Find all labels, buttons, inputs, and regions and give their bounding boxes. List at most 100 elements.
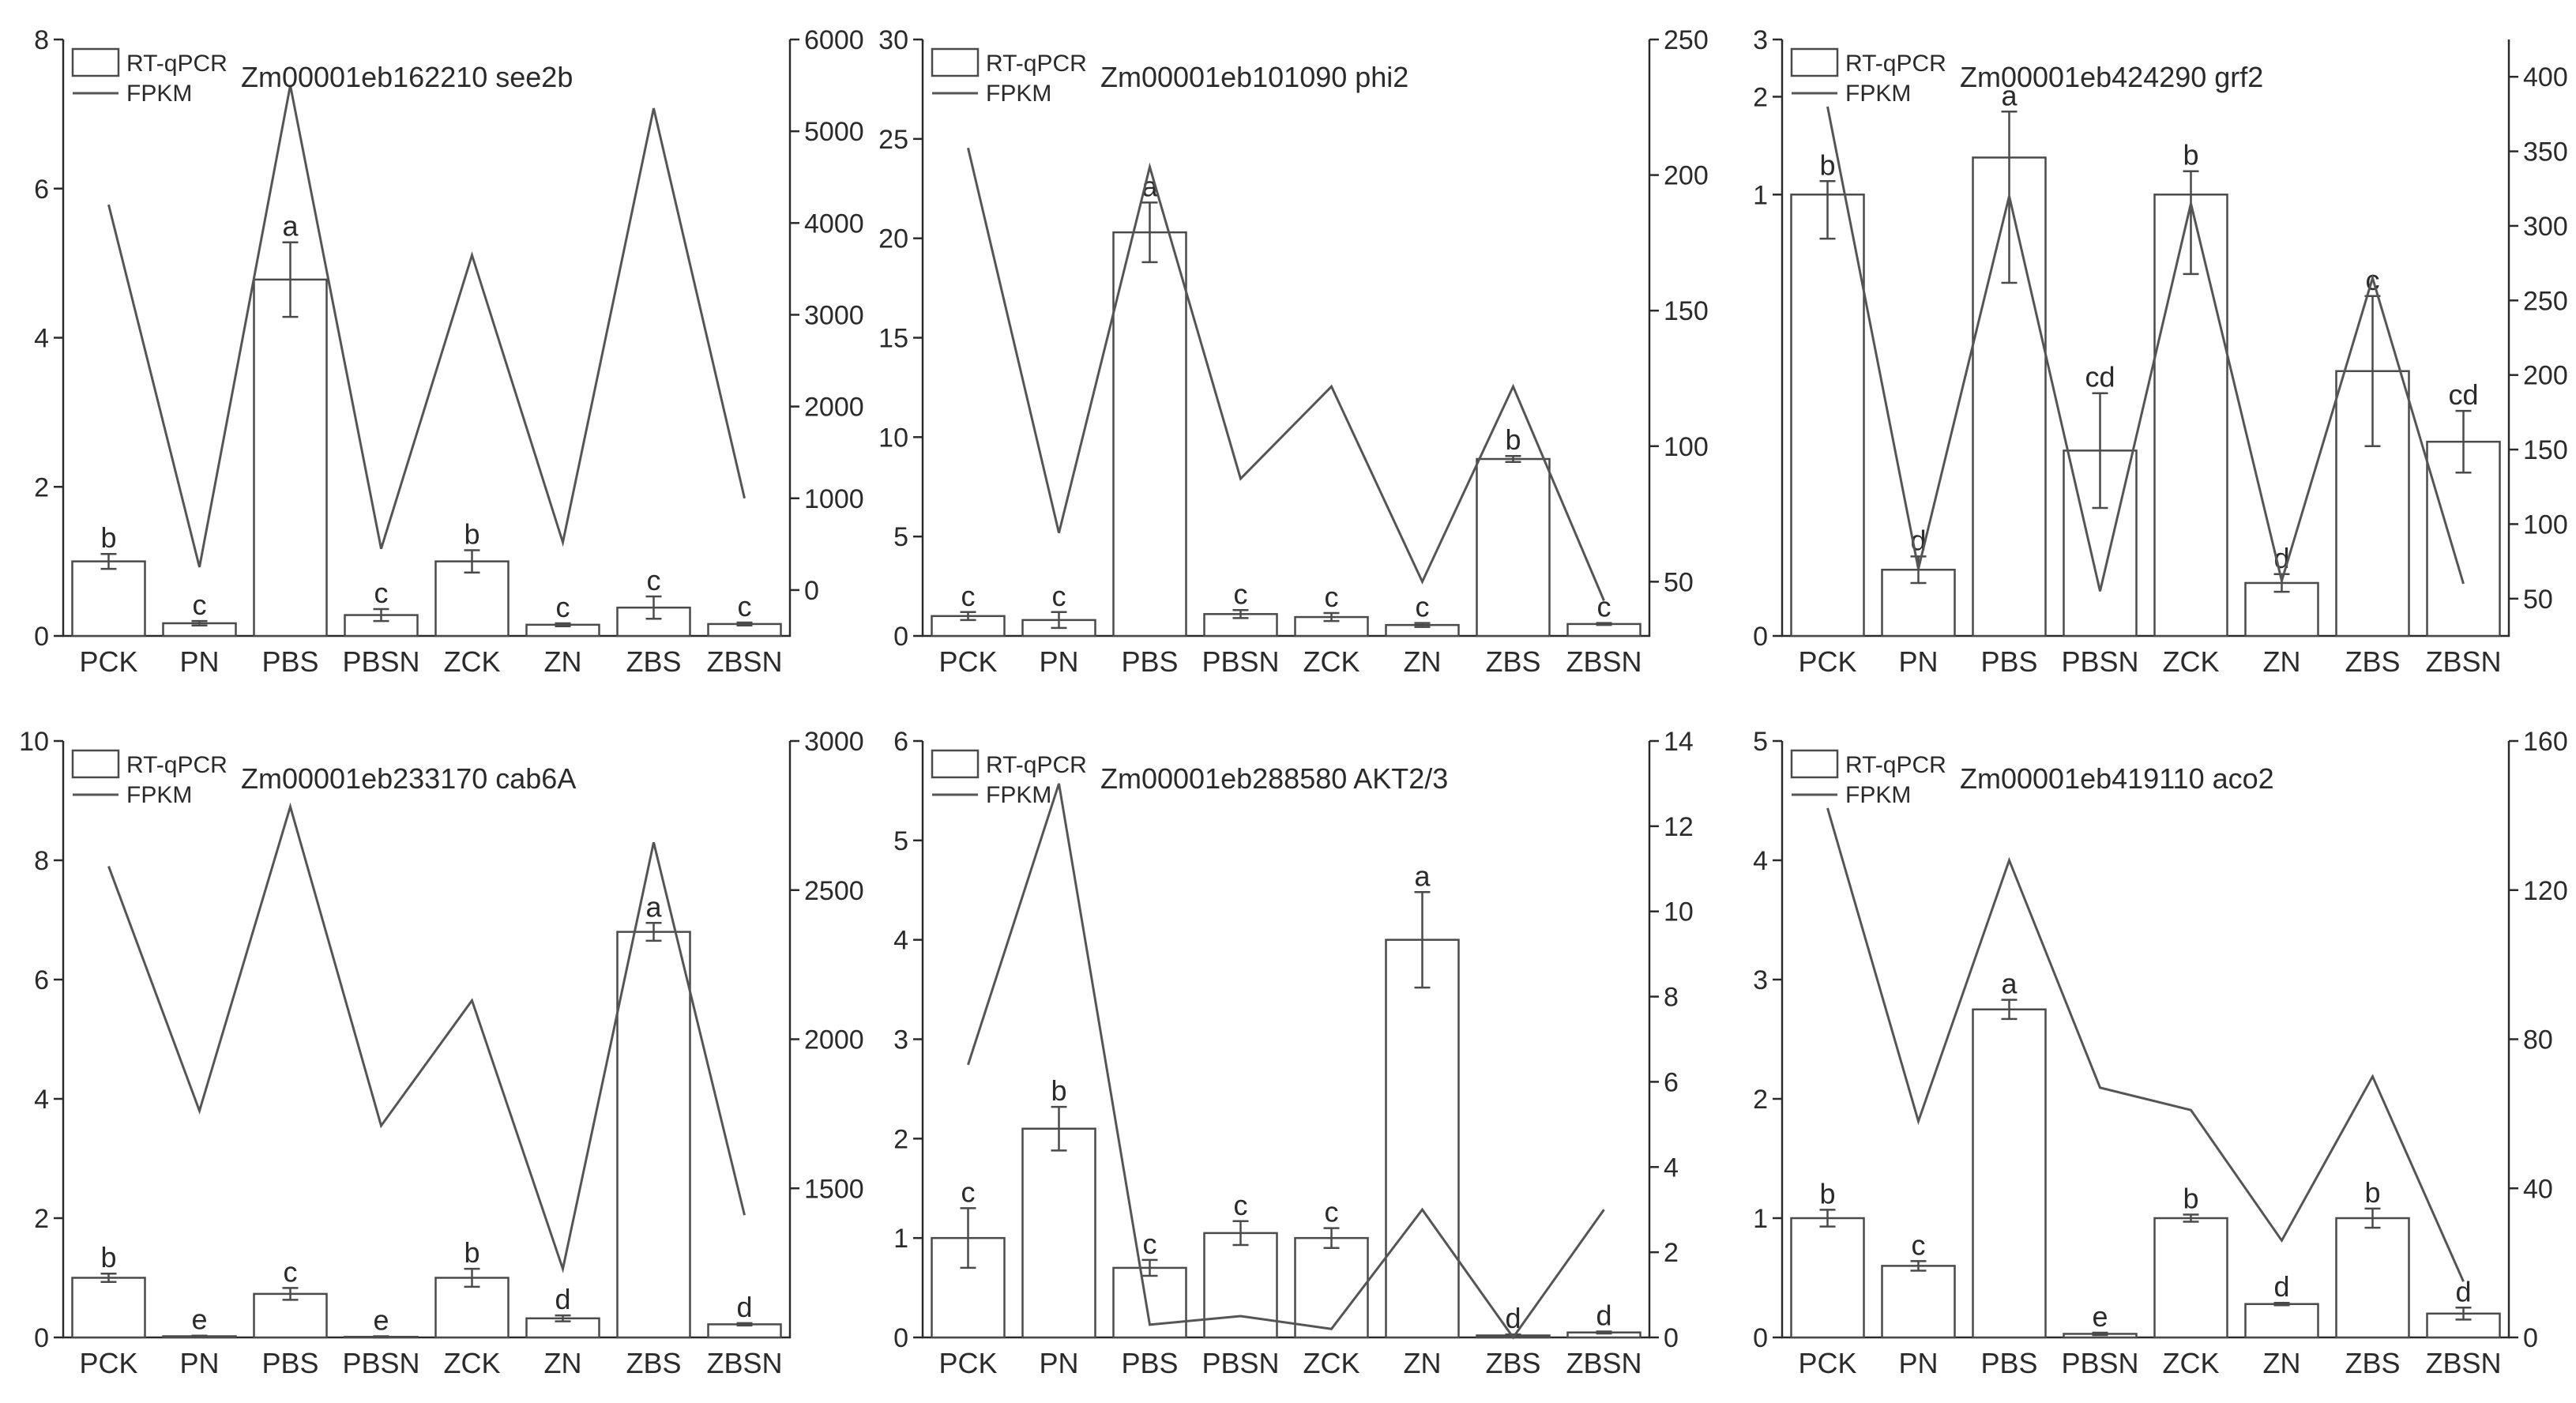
x-tick-label: PN: [179, 645, 219, 678]
bar: [1476, 457, 1551, 638]
y2-tick-label: 120: [2523, 876, 2568, 906]
legend-bar-swatch: [931, 749, 980, 779]
fpkm-line: [1826, 807, 2465, 1282]
legend-label: RT-qPCR: [1845, 752, 1946, 778]
y2-tick-label: 2500: [804, 876, 864, 906]
legend-bar-swatch: [1790, 47, 1839, 77]
x-tick-label: ZBSN: [706, 1347, 782, 1379]
fpkm-line: [967, 783, 1605, 1340]
y2-tick-label: 100: [2523, 510, 2568, 540]
y2-tick-label: 6000: [804, 25, 864, 55]
significance-label: cd: [2085, 361, 2115, 393]
significance-label: e: [191, 1303, 207, 1336]
y2-tick-label: 5000: [804, 117, 864, 147]
chart-panel: 0 5 10 15 20 25 30 50 100 150 200 250 c c a c c c b c PCK PN P…: [859, 0, 1717, 702]
significance-label: a: [645, 890, 662, 923]
y2-tick-label: 50: [1664, 567, 1694, 597]
chart-title: Zm00001eb233170 cab6A: [241, 762, 576, 795]
significance-label: b: [1819, 1177, 1835, 1209]
y2-tick-label: 200: [1664, 161, 1709, 191]
significance-label: c: [284, 1255, 298, 1288]
y2-tick-label: 40: [2523, 1174, 2553, 1204]
y-tick-label: 0: [1753, 1323, 1768, 1353]
x-tick-label: PN: [1898, 645, 1938, 678]
legend-bar-swatch: [71, 47, 120, 77]
legend-label: RT-qPCR: [1845, 51, 1946, 77]
x-tick-label: PCK: [938, 645, 997, 678]
legend-label: FPKM: [126, 782, 192, 808]
y-tick-label: 0: [1753, 622, 1768, 652]
y-tick-label: 4: [893, 926, 908, 956]
x-tick-label: ZBS: [1485, 645, 1540, 678]
x-tick-label: PBSN: [342, 645, 419, 678]
y-tick-label: 15: [878, 324, 908, 354]
legend-bar-swatch: [71, 749, 120, 779]
x-tick-label: ZBS: [2345, 645, 2400, 678]
x-tick-label: ZCK: [444, 1347, 501, 1379]
x-tick-label: PCK: [1798, 645, 1856, 678]
bar: [253, 1292, 328, 1339]
y2-tick-label: 1000: [804, 484, 864, 514]
significance-label: c: [1052, 580, 1066, 612]
y-tick-label: 4: [34, 324, 49, 354]
legend-label: RT-qPCR: [986, 51, 1087, 77]
bar: [616, 931, 691, 1339]
y2-tick-label: 0: [2523, 1323, 2538, 1353]
significance-label: b: [464, 517, 479, 550]
x-tick-label: PBSN: [2061, 1347, 2138, 1379]
chart-panel: 0 2 4 6 8 0 1000 2000 3000 4000 5000 6000 b c a c b c c c PC…: [0, 0, 864, 702]
bar: [1203, 1232, 1278, 1339]
y-tick-label: 3: [1753, 25, 1768, 55]
significance-label: c: [1143, 1228, 1157, 1260]
significance-label: d: [1596, 1299, 1611, 1331]
significance-label: a: [282, 210, 299, 243]
y-tick-label: 25: [878, 125, 908, 155]
y-tick-label: 0: [34, 1323, 49, 1353]
y-tick-label: 0: [34, 622, 49, 652]
y2-tick-label: 300: [2523, 212, 2568, 242]
bar: [1790, 194, 1865, 638]
x-tick-label: PN: [1039, 645, 1078, 678]
x-tick-label: PBSN: [342, 1347, 419, 1379]
x-tick-label: ZN: [1404, 1347, 1442, 1379]
y2-tick-label: 4: [1664, 1153, 1679, 1183]
x-tick-label: PBS: [1121, 645, 1178, 678]
chart-svg: 0 2 4 6 8 10 1500 2000 2500 3000 b e c e b d a d PCK PN PBS P…: [19, 727, 863, 1379]
y-tick-label: 5: [893, 826, 908, 856]
x-tick-label: PBS: [1980, 1347, 2037, 1379]
y-tick-label: 0: [893, 1323, 908, 1353]
y2-tick-label: 12: [1664, 812, 1694, 842]
legend-bar-swatch: [1790, 749, 1839, 779]
x-tick-label: ZBSN: [2425, 645, 2501, 678]
bar: [1294, 1236, 1369, 1339]
significance-label: c: [961, 1175, 976, 1208]
legend-label: FPKM: [986, 81, 1051, 107]
plot-frame: [1781, 39, 2510, 638]
legend-label: RT-qPCR: [126, 752, 228, 778]
x-tick-label: ZN: [1404, 645, 1442, 678]
chart-panel: 0 1 2 3 4 5 6 0 2 4 6 8 10 12 14 c b c c c a d d PCK PN PBS PBSN ZC…: [859, 702, 1717, 1403]
significance-label: b: [1819, 149, 1835, 181]
significance-label: b: [464, 1236, 479, 1269]
legend-label: RT-qPCR: [986, 752, 1087, 778]
x-tick-label: ZBSN: [1566, 645, 1641, 678]
legend-bar-swatch: [931, 47, 980, 77]
y-tick-label: 1: [893, 1224, 908, 1254]
x-tick-label: ZBSN: [1566, 1347, 1641, 1379]
y-tick-label: 2: [1753, 82, 1768, 112]
fpkm-line: [107, 85, 746, 568]
bar: [1790, 1217, 1865, 1339]
y-tick-label: 6: [34, 175, 49, 205]
y-tick-label: 4: [34, 1085, 49, 1115]
significance-label: a: [2001, 79, 2018, 111]
x-tick-label: PBS: [1980, 645, 2037, 678]
significance-label: c: [1325, 1196, 1339, 1228]
x-tick-label: ZN: [2263, 645, 2301, 678]
legend-label: FPKM: [126, 81, 192, 107]
significance-label: c: [193, 589, 207, 621]
y2-tick-label: 3000: [804, 727, 864, 757]
significance-label: b: [1051, 1074, 1066, 1107]
y2-tick-label: 10: [1664, 897, 1694, 927]
significance-label: b: [2364, 1176, 2380, 1209]
